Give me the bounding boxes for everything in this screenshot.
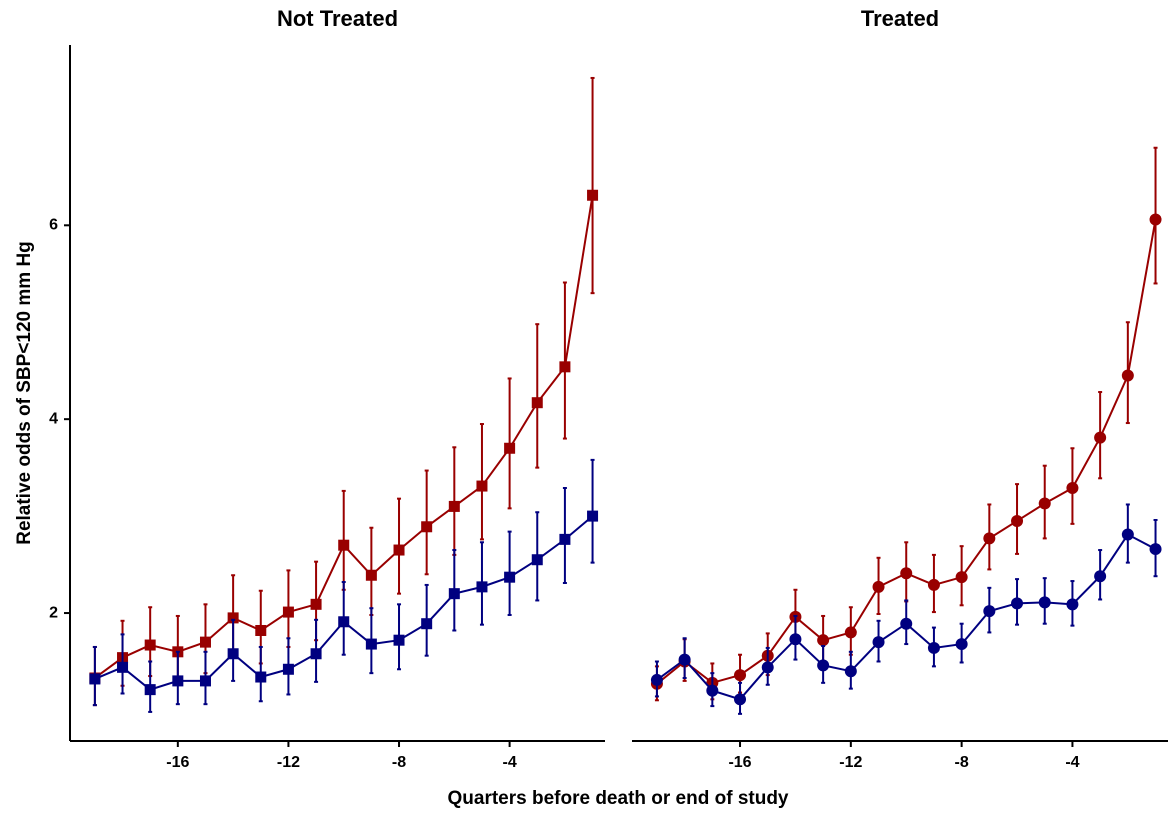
panel-title: Treated	[861, 6, 939, 31]
marker	[89, 673, 101, 685]
marker	[817, 634, 830, 647]
marker	[365, 569, 377, 581]
marker	[927, 641, 940, 654]
marker	[559, 361, 571, 373]
y-axis-label: Relative odds of SBP<120 mm Hg	[14, 241, 35, 545]
marker	[587, 510, 599, 522]
x-tick-label: -16	[166, 754, 189, 771]
marker	[255, 671, 267, 683]
marker	[310, 648, 322, 660]
error-bar	[590, 76, 595, 295]
error-bar	[535, 323, 540, 469]
marker	[282, 606, 294, 618]
error-bar	[562, 281, 567, 440]
marker	[844, 626, 857, 639]
marker	[734, 693, 747, 706]
x-tick-label: -16	[728, 754, 751, 771]
marker	[1066, 481, 1079, 494]
marker	[144, 684, 156, 696]
marker	[983, 605, 996, 618]
marker	[1149, 213, 1162, 226]
marker	[955, 638, 968, 651]
marker	[1038, 497, 1051, 510]
marker	[255, 624, 267, 636]
marker	[706, 684, 719, 697]
marker	[144, 639, 156, 651]
marker	[199, 675, 211, 687]
x-tick-label: -4	[502, 754, 516, 771]
marker	[1094, 431, 1107, 444]
marker	[1011, 514, 1024, 527]
marker	[1094, 570, 1107, 583]
marker	[927, 578, 940, 591]
marker	[448, 500, 460, 512]
marker	[872, 636, 885, 649]
x-tick-label: -12	[839, 754, 862, 771]
marker	[678, 653, 691, 666]
marker	[310, 598, 322, 610]
x-tick-label: -8	[955, 754, 969, 771]
marker	[476, 581, 488, 593]
marker	[504, 571, 516, 583]
marker	[227, 648, 239, 660]
marker	[531, 554, 543, 566]
marker	[1066, 598, 1079, 611]
y-tick-label: 2	[49, 604, 58, 621]
x-axis-label: Quarters before death or end of study	[448, 788, 789, 809]
marker	[900, 567, 913, 580]
marker	[1121, 528, 1134, 541]
marker	[504, 442, 516, 454]
marker	[900, 617, 913, 630]
marker	[227, 612, 239, 624]
y-tick-label: 6	[49, 217, 58, 234]
marker	[338, 539, 350, 551]
marker	[448, 588, 460, 600]
x-tick-label: -4	[1065, 754, 1079, 771]
marker	[393, 544, 405, 556]
marker	[587, 189, 599, 201]
marker	[476, 480, 488, 492]
marker	[421, 521, 433, 533]
marker	[817, 659, 830, 672]
marker	[872, 580, 885, 593]
marker	[1121, 369, 1134, 382]
marker	[531, 397, 543, 409]
marker	[1011, 597, 1024, 610]
y-tick-label: 4	[49, 410, 58, 427]
marker	[282, 663, 294, 675]
marker	[117, 661, 129, 673]
marker	[393, 634, 405, 646]
marker	[365, 638, 377, 650]
marker	[789, 633, 802, 646]
marker	[172, 675, 184, 687]
marker	[421, 618, 433, 630]
marker	[338, 616, 350, 628]
marker	[844, 665, 857, 678]
panel-title: Not Treated	[277, 6, 398, 31]
marker	[734, 669, 747, 682]
marker	[983, 532, 996, 545]
marker	[761, 661, 774, 674]
marker	[199, 636, 211, 648]
marker	[650, 673, 663, 686]
marker	[955, 571, 968, 584]
x-tick-label: -12	[277, 754, 300, 771]
marker	[1149, 543, 1162, 556]
x-tick-label: -8	[392, 754, 406, 771]
marker	[1038, 596, 1051, 609]
marker	[559, 533, 571, 545]
